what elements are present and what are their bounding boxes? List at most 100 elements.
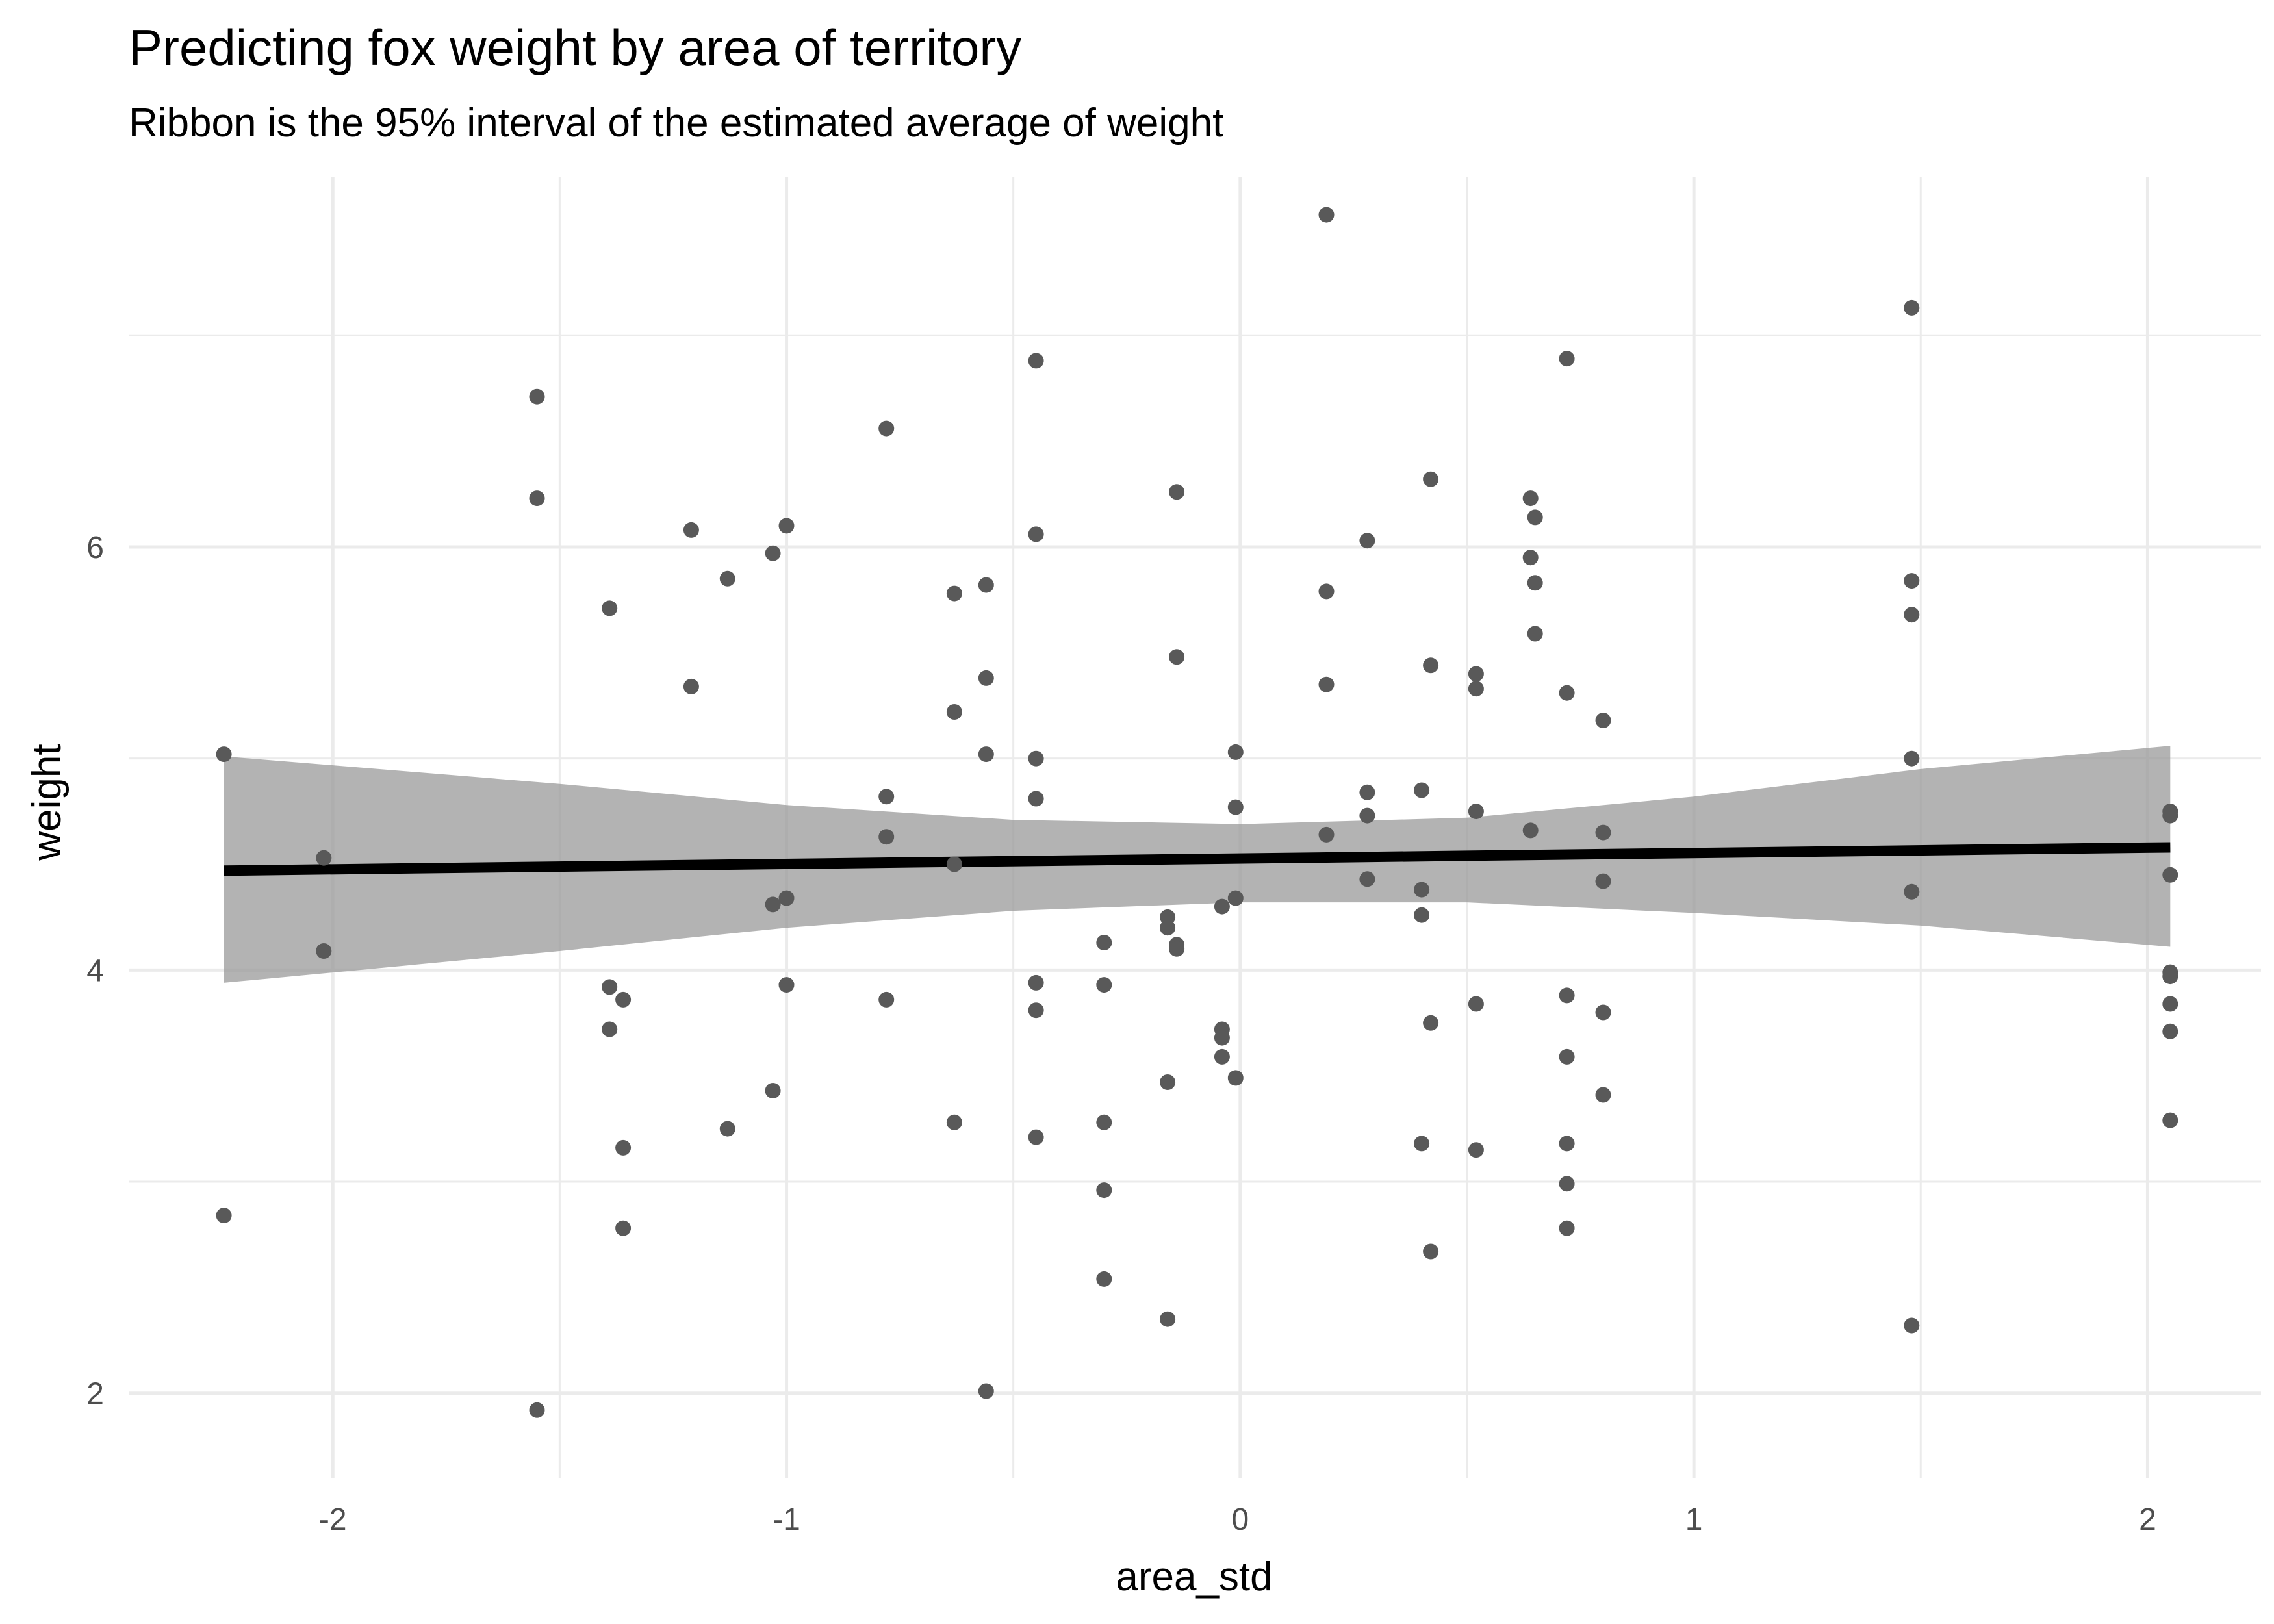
data-point [1160,920,1176,936]
data-point [602,979,618,995]
data-point [1318,676,1335,692]
data-point [683,522,699,538]
data-point [529,1402,545,1418]
data-point [316,850,332,866]
data-point [878,789,895,805]
data-point [1359,807,1375,824]
data-point [1227,744,1244,760]
data-point [1169,941,1185,957]
data-point [1468,666,1484,682]
data-point [1227,890,1244,906]
data-point [1414,882,1430,898]
data-point [719,1121,735,1137]
major-gridlines [129,177,2261,1478]
data-point [615,1220,632,1236]
data-point [1414,1136,1430,1152]
x-tick-label: 1 [1685,1503,1703,1537]
data-point [1214,898,1230,915]
x-tick-label: -2 [319,1503,347,1537]
x-axis-title: area_std [1116,1554,1272,1599]
data-point [1468,681,1484,697]
data-point [1096,1182,1112,1199]
data-point [978,746,994,763]
data-point [878,420,895,437]
data-point [1414,907,1430,923]
data-point [1595,873,1611,889]
data-point [216,746,232,763]
data-point [1904,607,1920,623]
data-point [1468,996,1484,1012]
data-point [978,1383,994,1399]
data-point [1522,490,1539,507]
data-point [1214,1048,1230,1065]
data-point [946,585,962,602]
data-point [1423,657,1439,674]
data-point [1160,1074,1176,1090]
data-point [1527,575,1543,591]
data-point [765,896,781,913]
data-point [1423,471,1439,487]
data-point [1096,1271,1112,1287]
data-point [1028,353,1044,369]
data-point [1559,1176,1575,1192]
data-point [2162,1023,2178,1039]
data-point [1904,750,1920,767]
data-point [946,856,962,872]
data-point [1359,871,1375,887]
y-axis-title: weight [25,744,70,861]
data-point [602,600,618,616]
x-tick-label: 2 [2139,1503,2156,1537]
y-axis-tick-labels: 2 4 6 [86,531,104,1412]
data-point [1423,1243,1439,1260]
data-point [1559,1048,1575,1065]
data-point [719,570,735,587]
data-point [1359,784,1375,800]
data-point [2162,807,2178,824]
data-point [1522,550,1539,566]
data-point [1096,977,1112,993]
regression-line-layer [224,842,2171,876]
data-point [1904,573,1920,589]
data-point [1028,974,1044,991]
data-point [1559,351,1575,367]
chart-subtitle: Ribbon is the 95% interval of the estima… [129,101,1223,146]
data-point [1318,826,1335,843]
data-point [1595,1004,1611,1021]
x-tick-label: 0 [1231,1503,1249,1537]
data-point [1414,782,1430,798]
data-point [765,1083,781,1098]
data-point [978,577,994,593]
y-tick-label: 6 [86,531,104,565]
data-point [2162,996,2178,1012]
data-point [1595,824,1611,841]
data-point [1318,583,1335,600]
data-point [1595,713,1611,728]
data-point [2162,969,2178,985]
data-point [1318,207,1335,223]
y-tick-label: 4 [86,954,104,988]
data-point [316,943,332,959]
data-point [1904,883,1920,900]
data-point [1169,649,1185,665]
x-axis-tick-labels: -2 -1 0 1 2 [319,1503,2156,1537]
data-point [2162,867,2178,883]
data-point [878,829,895,845]
data-point [529,388,545,405]
data-point [778,890,795,906]
data-point [1559,987,1575,1004]
data-point [978,670,994,686]
data-point [683,678,699,694]
data-point [1527,509,1543,526]
data-point [1028,526,1044,542]
y-tick-label: 2 [86,1377,104,1412]
data-point [1169,484,1185,500]
data-point [1595,1087,1611,1103]
data-point [615,1139,632,1156]
data-point [1559,1136,1575,1152]
data-point [1559,1220,1575,1236]
data-point [1096,1114,1112,1130]
data-point [1028,1002,1044,1019]
data-point [615,991,632,1008]
data-point [1028,750,1044,767]
